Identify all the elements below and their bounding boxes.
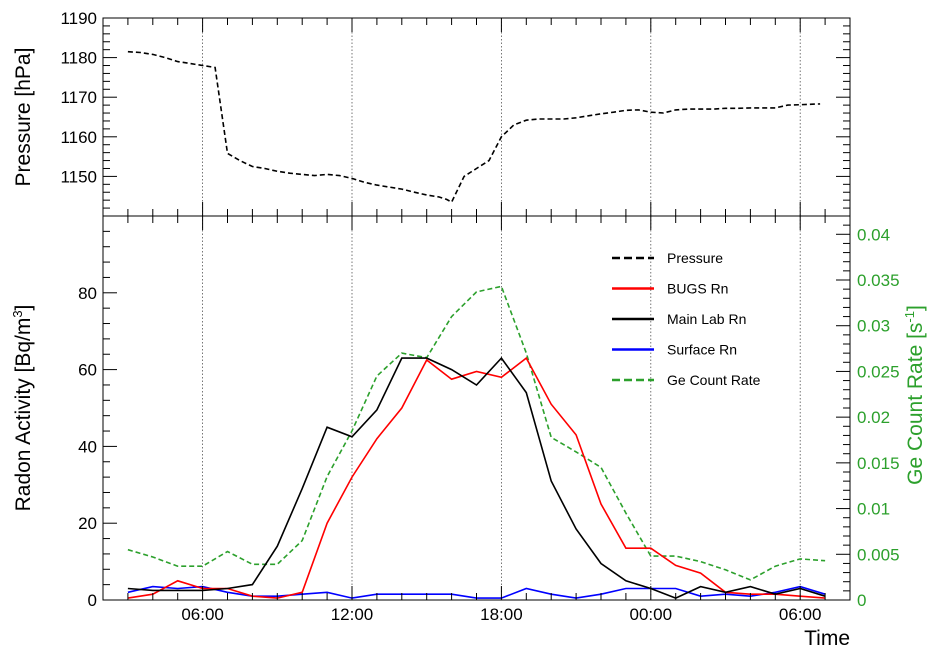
top-y-axis-title: Pressure [hPa] <box>12 48 35 187</box>
top-y-tick-label: 1160 <box>60 128 97 147</box>
bugs-rn-line <box>127 356 826 599</box>
right-y-tick-label: 0.01 <box>857 500 890 519</box>
x-tick-label: 18:00 <box>480 605 523 624</box>
x-tick-label: 12:00 <box>331 605 374 624</box>
left-y-axis: 0 20 40 60 80 <box>78 215 117 610</box>
x-tick-label: 00:00 <box>630 605 673 624</box>
right-y-axis: 0 0.005 0.01 0.015 0.02 0.025 0.03 0.035 0.04 <box>836 215 900 610</box>
left-y-tick-label: 40 <box>78 437 97 456</box>
legend-entry-label: Surface Rn <box>667 342 737 358</box>
right-y-tick-label: 0.03 <box>857 317 890 336</box>
top-panel-grid <box>202 18 801 216</box>
right-y-tick-label: 0.02 <box>857 408 890 427</box>
top-y-tick-label: 1180 <box>60 49 97 68</box>
top-y-axis: 1150 1160 1170 1180 1190 <box>60 9 850 209</box>
top-y-tick-label: 1190 <box>60 9 97 28</box>
x-tick-label: 06:00 <box>779 605 822 624</box>
legend: Pressure BUGS Rn Main Lab Rn Surface Rn Ge C… <box>612 250 761 388</box>
main-lab-rn-line <box>127 356 826 599</box>
left-y-tick-label: 80 <box>78 284 97 303</box>
right-y-axis-title-main: Ge Count Rate [s <box>904 323 927 485</box>
legend-entry-label: Ge Count Rate <box>667 372 761 388</box>
x-axis-title: Time <box>804 627 850 650</box>
left-y-tick-label: 0 <box>88 591 97 610</box>
bottom-panel-series <box>127 285 826 599</box>
right-y-axis-title-sup: -1 <box>902 311 917 323</box>
top-panel-series <box>127 50 821 204</box>
bottom-panel-grid <box>202 216 801 600</box>
left-y-tick-label: 20 <box>78 514 97 533</box>
ge-count-rate-line <box>127 285 826 581</box>
x-tick-label: 06:00 <box>181 605 224 624</box>
left-y-axis-title: Radon Activity [Bq/m3] <box>10 305 35 512</box>
right-y-tick-label: 0.015 <box>857 454 900 473</box>
top-y-tick-label: 1150 <box>60 167 97 186</box>
left-y-axis-title-end: ] <box>12 305 35 311</box>
left-y-tick-label: 60 <box>78 361 97 380</box>
legend-entry-label: Main Lab Rn <box>667 311 746 327</box>
left-y-axis-title-sup: 3 <box>10 310 25 317</box>
right-y-axis-title-end: ] <box>904 305 927 311</box>
legend-entry-label: Pressure <box>667 250 723 266</box>
right-y-tick-label: 0.025 <box>857 362 900 381</box>
left-y-axis-title-main: Radon Activity [Bq/m <box>12 318 35 512</box>
right-y-tick-label: 0.04 <box>857 225 890 244</box>
top-y-tick-label: 1170 <box>60 88 97 107</box>
pressure-line <box>127 50 821 204</box>
x-axis: 06:00 12:00 18:00 00:00 06:00 <box>127 18 826 624</box>
right-y-tick-label: 0.005 <box>857 545 900 564</box>
right-y-tick-label: 0.035 <box>857 271 900 290</box>
right-y-tick-label: 0 <box>857 591 866 610</box>
right-y-axis-title: Ge Count Rate [s-1] <box>902 305 927 485</box>
legend-entry-label: BUGS Rn <box>667 281 728 297</box>
